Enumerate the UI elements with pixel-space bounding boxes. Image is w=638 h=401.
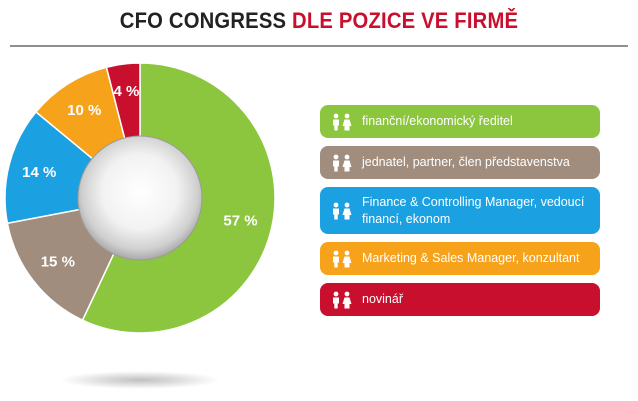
chart-shadow	[60, 371, 220, 389]
legend-item-label: finanční/ekonomický ředitel	[362, 114, 513, 128]
people-icon	[333, 154, 352, 171]
people-icon	[333, 291, 352, 308]
legend-item-2: jednatel, partner, člen představenstva	[320, 146, 600, 179]
donut-hole	[77, 135, 203, 261]
slice-label-3: 14 %	[22, 164, 56, 181]
legend-item-1: finanční/ekonomický ředitel	[320, 105, 600, 138]
chart-title-part2: DLE POZICE VE FIRMĚ	[292, 8, 519, 33]
legend-item-3: Finance & Controlling Manager, vedoucí f…	[320, 187, 600, 234]
donut-chart: 57 % 15 % 14 % 10 % 4 %	[4, 62, 276, 389]
people-icon	[333, 113, 352, 130]
legend-item-label: novinář	[362, 292, 403, 306]
legend-item-label: Finance & Controlling Manager, vedoucí f…	[362, 194, 585, 226]
slice-label-4: 10 %	[67, 102, 101, 119]
legend-item-label: Marketing & Sales Manager, konzultant	[362, 251, 580, 265]
chart-title: CFO CONGRESS DLE POZICE VE FIRMĚ	[26, 8, 613, 34]
legend-item-label: jednatel, partner, člen představenstva	[362, 155, 570, 169]
title-divider	[10, 45, 628, 47]
people-icon	[333, 250, 352, 267]
chart-title-part1: CFO CONGRESS	[119, 8, 287, 33]
slice-label-5: 4 %	[114, 83, 140, 100]
people-icon	[333, 202, 352, 219]
slice-labels-group: 57 % 15 % 14 % 10 % 4 %	[22, 83, 257, 271]
legend: finanční/ekonomický ředitel jednatel, par…	[320, 105, 600, 324]
legend-item-4: Marketing & Sales Manager, konzultant	[320, 242, 600, 275]
slice-label-2: 15 %	[41, 254, 75, 271]
slice-label-1: 57 %	[223, 212, 257, 229]
legend-item-5: novinář	[320, 283, 600, 316]
